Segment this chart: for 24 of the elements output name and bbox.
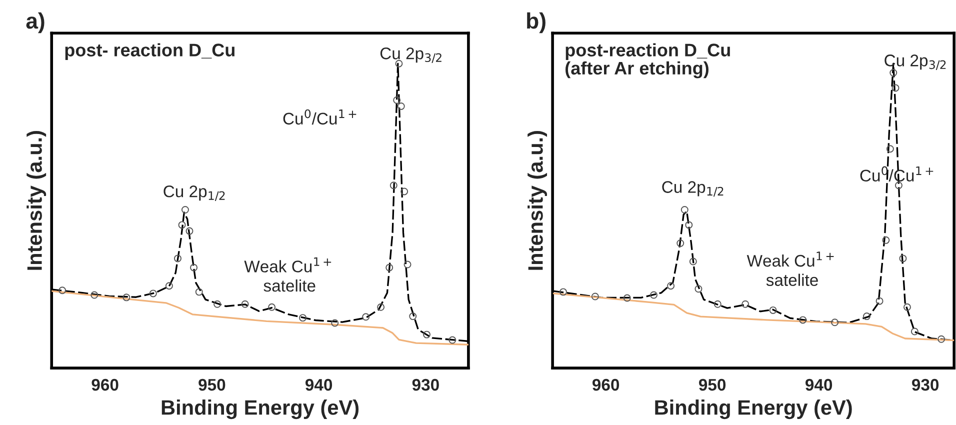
x-tick-label: 930 — [912, 378, 939, 391]
annotation: Cu 2p$_{1/2}$ — [164, 186, 225, 201]
chart-title: post-reaction D_Cu (after Ar etching) — [566, 43, 730, 78]
annotation: Cu$^{0}$/Cu$^{1+}$ — [283, 109, 356, 125]
text: a) — [26, 12, 44, 34]
x-tick-label: 950 — [699, 378, 726, 391]
x-tick-label: 950 — [198, 378, 226, 391]
y-axis-title: Intensity (a.u.) — [26, 131, 46, 270]
text: Cu 2p$_{3/2}$ — [380, 48, 442, 63]
annotation: Cu 2p$_{3/2}$ — [884, 54, 946, 70]
annotation: Weak Cu$^{1+}$ satelite — [244, 257, 332, 292]
annotation: Cu$^{0}$/Cu$^{1+}$ — [860, 166, 934, 182]
x-tick-label: 960 — [92, 378, 118, 391]
annotation: Weak Cu$^{1+}$ satelite — [746, 252, 834, 286]
y-axis-title: Intensity (a.u.) — [528, 131, 548, 270]
x-tick-label: 940 — [806, 378, 832, 391]
text: b) — [527, 12, 546, 34]
chart-title: post- reaction D_Cu — [65, 43, 234, 60]
x-axis-title: Binding Energy (eV) — [655, 400, 852, 420]
x-axis-title: Binding Energy (eV) — [162, 400, 359, 420]
x-tick-label: 940 — [305, 378, 332, 391]
x-tick-label: 960 — [592, 378, 620, 391]
x-tick-label: 930 — [412, 378, 439, 391]
annotation: Cu 2p$_{1/2}$ — [662, 181, 724, 197]
